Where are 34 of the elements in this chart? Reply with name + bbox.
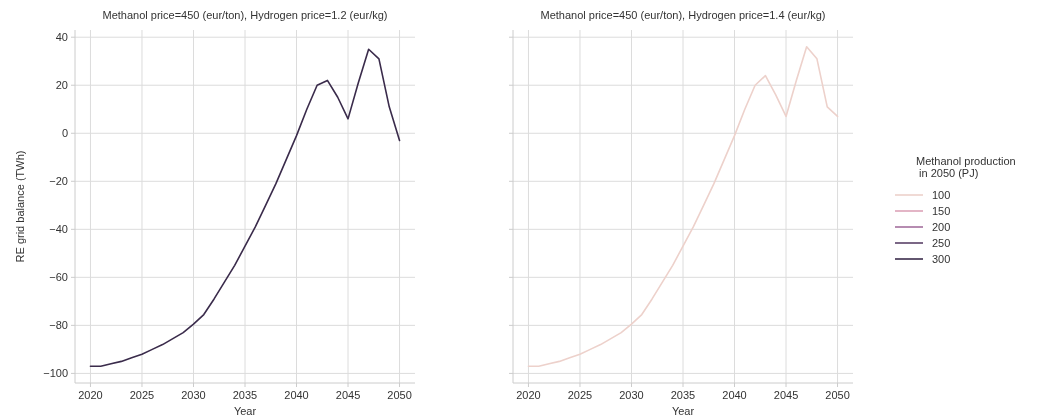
legend-label: 300 xyxy=(932,253,951,265)
y-tick-label: −60 xyxy=(49,271,68,284)
x-tick-label: 2030 xyxy=(181,389,206,401)
y-tick-label: 20 xyxy=(55,79,68,92)
x-tick-label: 2045 xyxy=(773,389,799,401)
x-tick-label: 2020 xyxy=(516,389,541,401)
x-tick-label: 2030 xyxy=(619,389,644,401)
y-tick-label: −100 xyxy=(43,367,68,380)
legend-label: 200 xyxy=(932,221,951,233)
x-tick-label: 2020 xyxy=(78,389,103,401)
x-tick-label: 2045 xyxy=(335,389,361,401)
x-tick-label: 2025 xyxy=(129,389,155,401)
legend-label: 250 xyxy=(932,237,951,249)
x-tick-label: 2035 xyxy=(232,389,258,401)
line-series xyxy=(89,48,401,367)
x-tick-label: 2040 xyxy=(722,389,747,401)
x-tick-label: 2035 xyxy=(670,389,696,401)
x-axis-title: Year xyxy=(233,405,257,417)
x-axis-title: Year xyxy=(671,405,695,417)
y-axis-title: RE grid balance (TWh) xyxy=(14,150,26,263)
y-tick-label: −40 xyxy=(49,223,68,236)
x-tick-label: 2050 xyxy=(387,389,412,401)
chart-title: Methanol price=450 (eur/ton), Hydrogen price=1.4 (eur/kg) xyxy=(540,9,826,21)
legend-title: Methanol production in 2050 (PJ) xyxy=(916,155,1016,179)
legend-label: 150 xyxy=(932,205,951,217)
y-tick-label: 40 xyxy=(55,31,68,44)
x-tick-label: 2025 xyxy=(567,389,593,401)
x-tick-label: 2050 xyxy=(825,389,850,401)
x-tick-label: 2040 xyxy=(284,389,309,401)
y-tick-label: −20 xyxy=(49,175,68,188)
chart-title: Methanol price=450 (eur/ton), Hydrogen price=1.2 (eur/kg) xyxy=(102,9,388,21)
y-tick-label: 0 xyxy=(61,127,68,140)
y-tick-label: −80 xyxy=(49,319,68,332)
legend-label: 100 xyxy=(932,189,951,201)
